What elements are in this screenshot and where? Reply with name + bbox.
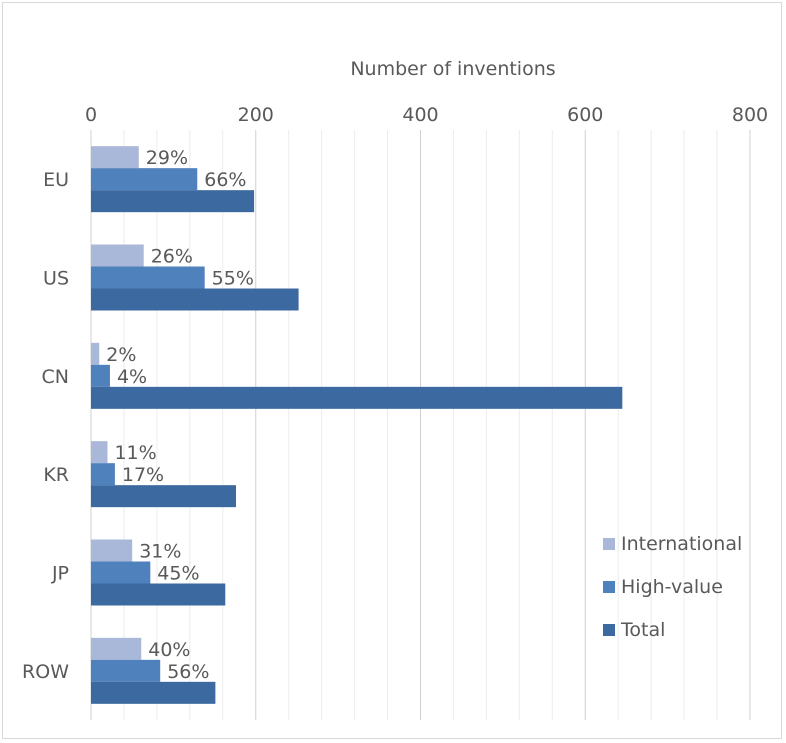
category-label: JP [51,563,69,585]
legend-swatch [603,581,615,593]
bar [91,681,216,704]
bar [91,386,623,409]
bar [91,342,100,365]
data-label: 2% [106,344,136,366]
data-label: 45% [157,563,199,585]
legend-label: International [621,533,742,555]
bar [91,266,205,289]
data-label: 66% [204,169,246,191]
category-labels: EU US CN KR JP ROW [22,169,69,683]
x-axis-title: Number of inventions [350,58,555,80]
data-label: 26% [151,246,193,268]
data-label: 40% [148,639,190,661]
data-label: 31% [139,541,181,563]
x-tick-label: 200 [238,104,274,126]
bar [91,364,110,387]
bar [91,539,133,562]
bars [91,146,623,704]
bar [91,190,255,213]
bar [91,288,299,311]
data-label: 11% [114,442,156,464]
legend-label: Total [620,619,665,641]
bar [91,659,161,682]
bar [91,244,144,267]
data-label: 4% [117,366,147,388]
data-label: 55% [212,268,254,290]
bar [91,561,151,584]
gridlines [90,130,751,720]
category-label: CN [42,366,69,388]
x-tick-label: 400 [402,104,438,126]
bar [91,146,139,169]
bar [91,463,115,486]
bar [91,441,108,464]
data-label: 56% [167,661,209,683]
category-label: EU [43,169,69,191]
data-labels: 29% 66% 26% 55% 2%4% 11%17% 31%45% 40%56% [106,147,254,683]
bar [91,168,198,191]
x-tick-label: 800 [732,104,768,126]
category-label: ROW [22,661,69,683]
x-tick-labels: 0 200 400 600 800 [85,104,768,126]
legend-swatch [603,624,615,636]
bar [91,583,226,606]
bar [91,485,236,508]
x-tick-label: 600 [567,104,603,126]
bar [91,637,142,660]
data-label: 17% [122,464,164,486]
legend-label: High-value [621,576,723,598]
category-label: KR [43,464,69,486]
category-label: US [43,268,69,290]
legend: International High-value Total [603,533,742,641]
legend-swatch [603,538,615,550]
x-tick-label: 0 [85,104,97,126]
data-label: 29% [146,147,188,169]
